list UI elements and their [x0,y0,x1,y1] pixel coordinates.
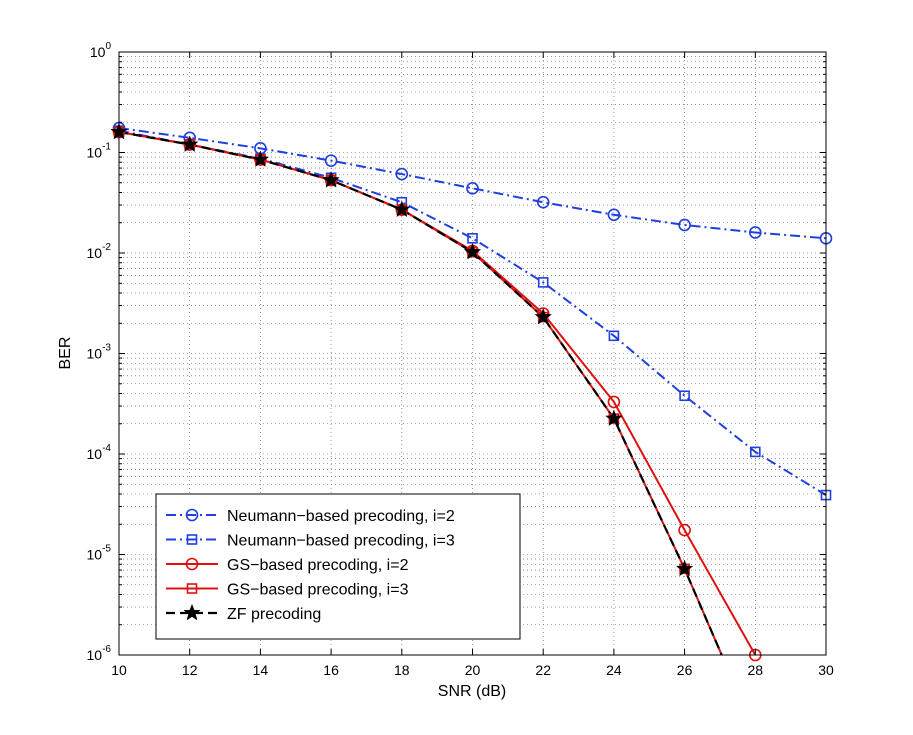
series-layer [119,127,826,655]
y-tick-label: 10-1 [87,142,112,161]
series-1-point [536,195,550,209]
series-1-point [395,167,409,181]
y-tick-label: 10-6 [87,644,112,663]
series-2-point [749,446,761,458]
series-5-point [605,409,623,427]
series-3-point [607,395,621,409]
y-tick-label: 100 [90,41,112,60]
series-5-point [675,559,694,577]
y-tick-label: 10-3 [87,343,112,362]
legend-label-2: Neumann−based precoding, i=3 [227,533,455,550]
axis-ticks [118,52,827,655]
series-5-point [180,135,199,152]
x-tick-label: 28 [748,662,764,678]
x-tick-label: 26 [677,662,693,678]
legend-marker-5 [183,603,201,621]
y-tick-labels: 100 10-1 10-2 10-3 10-4 10-5 10-6 [87,41,112,663]
legend-marker-3 [185,557,199,571]
legend-marker-1 [185,508,199,522]
legend-box [155,493,521,640]
x-tick-label: 20 [465,662,481,678]
x-tick-label: 24 [606,662,622,678]
series-1-point [748,226,762,239]
series-5-point [463,242,482,260]
series-5-point [393,200,411,218]
y-axis-label: BER [57,337,74,370]
series-5-point [322,170,340,188]
x-tick-label: 30 [818,662,834,678]
x-tick-label: 18 [394,662,410,678]
series-2-point [679,390,690,402]
series-line-5 [119,130,723,655]
legend-label-5: ZF precoding [227,606,321,623]
x-tick-label: 16 [323,662,339,678]
legend-marker-4 [186,583,198,594]
series-1-point [466,182,479,195]
series-5-point [251,150,270,168]
series-3-point [678,523,691,537]
x-tick-labels: 10 12 14 16 18 20 22 24 26 28 30 [111,662,834,678]
series-1-point [678,218,691,232]
y-tick-label: 10-5 [87,544,112,563]
y-tick-label: 10-2 [87,242,112,261]
legend-label-3: GS−based precoding, i=2 [227,557,409,574]
x-tick-label: 22 [535,662,551,678]
x-tick-label: 12 [182,662,198,678]
x-tick-label: 14 [253,662,269,678]
series-2-point [537,277,549,288]
x-axis-label: SNR (dB) [438,683,506,700]
series-1-point [607,208,621,222]
series-2-point [608,330,620,342]
legend-label-4: GS−based precoding, i=3 [227,582,409,599]
legend-marker-2 [186,534,198,545]
series-2-point [467,233,478,244]
series-1-point [324,154,338,167]
y-tick-label: 10-4 [87,443,112,462]
legend-label-1: Neumann−based precoding, i=2 [227,508,455,525]
legend: Neumann−based precoding, i=2 Neumann−base… [155,493,521,640]
series-5-point [534,307,552,325]
x-tick-label: 10 [111,662,127,678]
